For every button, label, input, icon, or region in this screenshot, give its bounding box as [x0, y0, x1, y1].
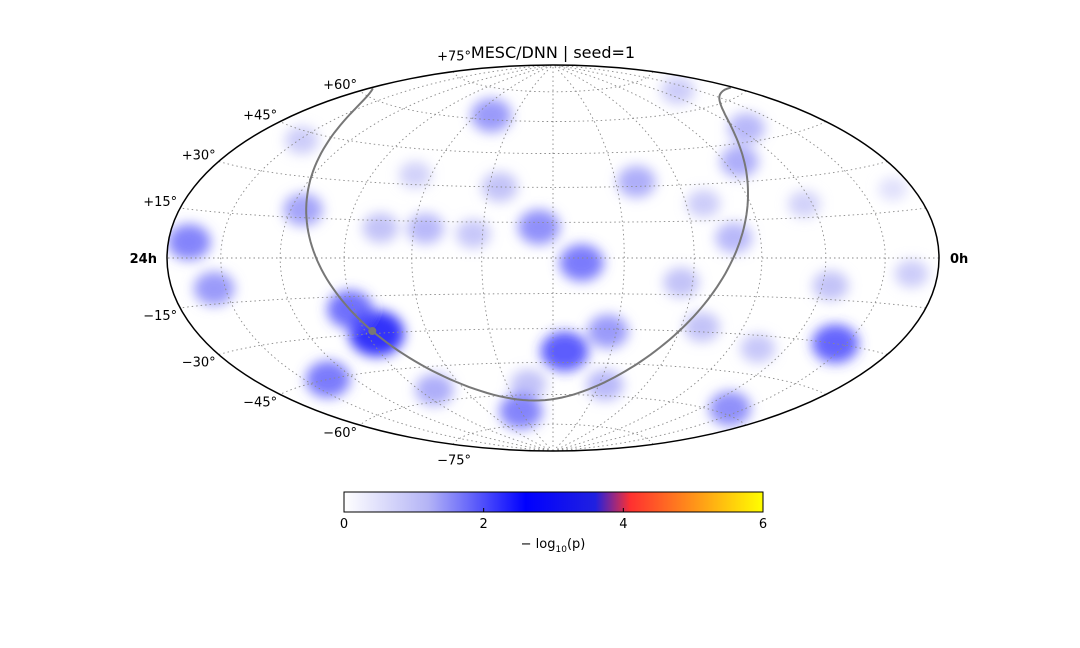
- colorbar-tick-label: 2: [480, 517, 488, 532]
- galactic-center-marker: [368, 327, 377, 335]
- hotspot-30: [788, 190, 821, 218]
- ra-gridline: [552, 65, 827, 451]
- ra-gridline: [552, 65, 695, 451]
- hotspot-14: [481, 172, 518, 202]
- hotspot-16: [406, 213, 444, 245]
- hotspot-32: [708, 391, 751, 427]
- colorbar-tick-label: 4: [619, 517, 627, 532]
- dec-gridline: [180, 207, 926, 223]
- ra-label-left: 24h: [130, 252, 157, 267]
- dec-tick-label: −30°: [182, 356, 216, 371]
- dec-gridline: [279, 121, 827, 154]
- hotspot-6: [510, 369, 547, 400]
- dec-gridline: [180, 293, 926, 309]
- dec-tick-label: −60°: [323, 426, 357, 441]
- colorbar-tick-label: 6: [759, 517, 767, 532]
- hotspot-4: [587, 314, 629, 349]
- hotspot-9: [812, 270, 849, 301]
- colorbar-label-tail: (p): [567, 537, 585, 552]
- colorbar-label-main: − log: [521, 537, 556, 552]
- hotspot-11: [720, 145, 759, 178]
- dec-tick-label: +15°: [143, 195, 177, 210]
- hotspot-28: [683, 312, 720, 342]
- dec-tick-label: +30°: [182, 149, 216, 164]
- colorbar-ticks: 0 2 4 6: [340, 508, 767, 532]
- ra-gridline: [552, 65, 886, 451]
- hotspot-25: [415, 373, 454, 406]
- colorbar-gradient: [343, 491, 764, 513]
- hotspot-20: [362, 212, 399, 243]
- dec-tick-labels: +75° +60° +45° +30° +15° −15° −30° −45° −60° −75°: [143, 50, 471, 469]
- hotspot-13: [617, 165, 656, 198]
- dec-tick-label: +60°: [323, 78, 357, 93]
- dec-gridline: [452, 71, 654, 93]
- dec-tick-label: −75°: [437, 453, 471, 468]
- hotspot-5: [586, 369, 624, 401]
- colorbar: 0 2 4 6 − log10(p): [340, 491, 767, 555]
- hotspot-33: [661, 76, 695, 105]
- ra-gridline: [220, 65, 554, 451]
- hotspot-27: [663, 267, 700, 298]
- hotspot-3: [540, 331, 589, 372]
- chart-title: MESC/DNN | seed=1: [471, 43, 635, 62]
- dec-tick-label: −15°: [143, 309, 177, 324]
- hotspot-7: [715, 222, 753, 254]
- hotspot-31: [894, 259, 929, 288]
- galactic-plane-curve: [305, 86, 749, 402]
- colorbar-label: − log10(p): [521, 537, 586, 555]
- sky-boundary: [166, 64, 940, 452]
- hotspot-17: [470, 98, 512, 133]
- ra-label-right: 0h: [950, 252, 968, 267]
- hotspot-34: [285, 126, 319, 155]
- hotspot-10: [740, 333, 776, 363]
- dec-tick-label: +75°: [437, 50, 471, 65]
- hotspot-24: [305, 360, 351, 398]
- hotspot-15: [399, 161, 432, 189]
- ra-gridline: [411, 65, 554, 451]
- hotspot-29: [686, 189, 721, 218]
- colorbar-label-sub: 10: [555, 545, 567, 555]
- hotspot-0: [559, 244, 604, 282]
- hotspot-22: [167, 224, 211, 260]
- hotspot-35: [878, 177, 908, 201]
- hotspot-23: [193, 271, 235, 306]
- ra-gridline: [279, 65, 554, 451]
- hotspot-26: [499, 393, 543, 430]
- hotspot-8: [812, 324, 859, 364]
- graticule-grid: [167, 65, 939, 451]
- hotspot-21: [283, 193, 323, 227]
- hotspot-2: [455, 219, 491, 249]
- dec-gridline: [452, 423, 654, 445]
- hotspot-1: [518, 209, 560, 245]
- hotspot-12: [727, 112, 765, 144]
- dec-tick-label: −45°: [243, 396, 277, 411]
- colorbar-tick-label: 0: [340, 517, 348, 532]
- dec-gridline: [279, 362, 827, 395]
- dec-tick-label: +45°: [243, 109, 277, 124]
- sky-map: [166, 64, 940, 452]
